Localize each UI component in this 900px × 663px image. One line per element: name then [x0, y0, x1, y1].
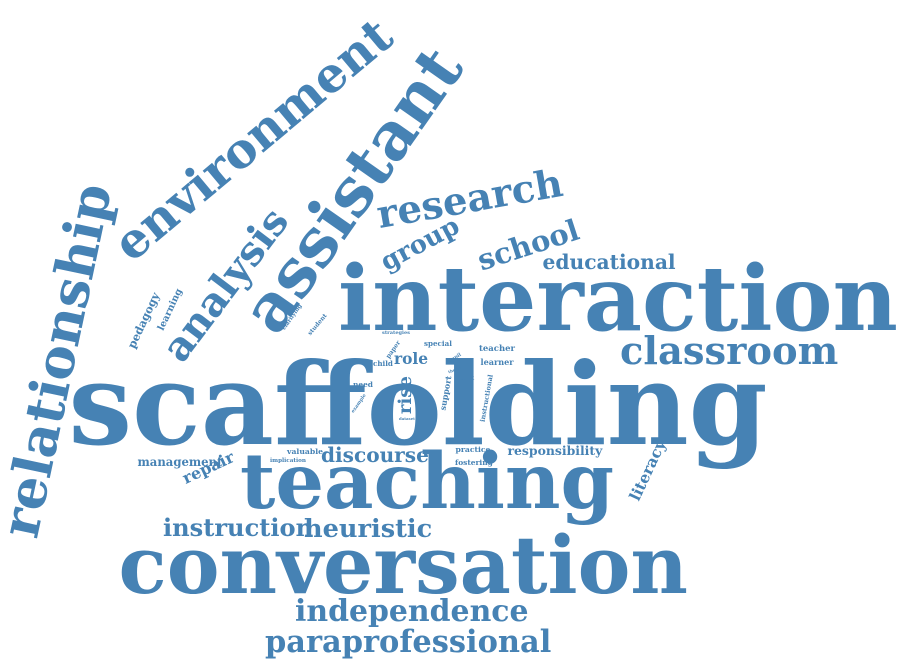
word-responsibility: responsibility: [507, 443, 603, 458]
word-need: need: [353, 379, 373, 389]
word-fostering: fostering: [455, 457, 493, 467]
word-learner: learner: [480, 357, 514, 367]
word-dataset: dataset: [399, 416, 415, 421]
word-conversation: conversation: [118, 518, 688, 612]
word-scaffolding: scaffolding: [68, 337, 768, 471]
word-discourse: discourse: [321, 443, 429, 467]
word-talk: talk: [460, 374, 475, 382]
word-child: child: [373, 358, 393, 368]
word-special: special: [424, 338, 452, 348]
word-instruction: instruction: [163, 513, 314, 542]
word-rise: rise: [395, 375, 417, 415]
word-teacher: teacher: [479, 343, 515, 353]
word-classroom: classroom: [620, 329, 839, 374]
word-practice: practice: [455, 445, 491, 454]
word-educational: educational: [542, 250, 676, 274]
word-management: management: [137, 455, 223, 469]
word-heuristic: heuristic: [304, 514, 433, 544]
word-valuable: valuable: [287, 447, 323, 456]
word-student: student: [306, 312, 329, 337]
word-independence: independence: [295, 594, 529, 629]
word-paraprofessional: paraprofessional: [265, 624, 552, 660]
word-strategies: strategies: [382, 329, 410, 336]
word-interaction: interaction: [338, 247, 898, 352]
word-role: role: [394, 348, 429, 368]
word-teaching: teaching: [240, 436, 615, 527]
word-implication: implication: [270, 458, 306, 464]
